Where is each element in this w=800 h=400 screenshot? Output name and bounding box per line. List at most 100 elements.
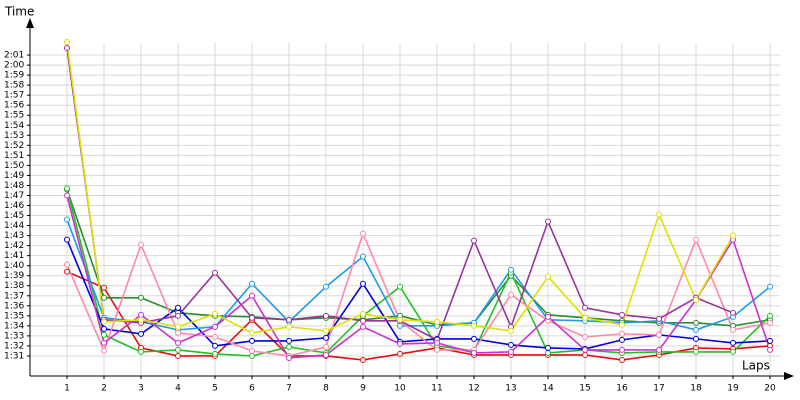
point	[286, 316, 292, 323]
x-tick-label: 8	[323, 384, 329, 394]
point	[545, 344, 551, 351]
y-tick-label: 1:58	[4, 81, 24, 91]
series-line	[66, 219, 771, 331]
point	[286, 337, 292, 344]
point	[212, 350, 218, 357]
x-tick-label: 5	[212, 384, 218, 394]
point	[101, 331, 107, 338]
point	[508, 341, 514, 348]
point	[693, 319, 699, 326]
point	[545, 313, 551, 320]
x-tick-label: 9	[360, 384, 366, 394]
y-tick-label: 1:42	[4, 241, 24, 251]
y-tick-label: 1:34	[4, 321, 24, 331]
y-tick-label: 1:51	[4, 151, 24, 161]
y-tick-label: 1:53	[4, 131, 24, 141]
point	[175, 346, 181, 353]
y-tick-label: 1:46	[4, 201, 24, 211]
point	[138, 316, 144, 323]
point	[212, 310, 218, 317]
point	[286, 354, 292, 361]
point	[730, 348, 736, 355]
point	[730, 326, 736, 333]
point	[323, 312, 329, 319]
x-tick-label: 13	[505, 384, 516, 394]
point	[360, 310, 366, 317]
point	[656, 211, 662, 218]
point	[175, 312, 181, 319]
point	[397, 322, 403, 329]
point	[582, 351, 588, 358]
point	[693, 348, 699, 355]
y-tick-label: 1:36	[4, 301, 24, 311]
point	[175, 304, 181, 311]
y-tick-label: 1:45	[4, 211, 24, 221]
point	[175, 339, 181, 346]
point	[360, 356, 366, 363]
point	[175, 352, 181, 359]
point	[619, 346, 625, 353]
point	[767, 346, 773, 353]
x-tick-label: 1	[64, 384, 70, 394]
x-tick-label: 12	[468, 384, 479, 394]
point	[64, 216, 70, 223]
y-tick-label: 1:57	[4, 91, 24, 101]
point	[323, 334, 329, 341]
point	[471, 335, 477, 342]
point	[619, 311, 625, 318]
y-tick-label: 1:33	[4, 331, 24, 341]
point	[323, 327, 329, 334]
x-tick-label: 11	[431, 384, 442, 394]
point	[175, 329, 181, 336]
point	[582, 304, 588, 311]
point	[249, 314, 255, 321]
y-tick-label: 1:44	[4, 221, 24, 231]
point	[693, 326, 699, 333]
x-tick-label: 15	[579, 384, 590, 394]
point	[693, 296, 699, 303]
point	[323, 351, 329, 358]
point	[249, 337, 255, 344]
point	[582, 314, 588, 321]
point	[360, 317, 366, 324]
y-tick-label: 1:38	[4, 281, 24, 291]
point	[212, 342, 218, 349]
point	[656, 346, 662, 353]
point	[730, 339, 736, 346]
point	[101, 294, 107, 301]
point	[397, 316, 403, 323]
series-line	[66, 195, 771, 359]
point	[286, 323, 292, 330]
x-tick-label: 3	[138, 384, 144, 394]
point	[249, 352, 255, 359]
y-tick-label: 1:39	[4, 271, 24, 281]
x-tick-label: 14	[542, 384, 554, 394]
x-tick-label: 2	[101, 384, 107, 394]
point	[693, 236, 699, 243]
point	[175, 323, 181, 330]
point	[360, 253, 366, 260]
point	[249, 292, 255, 299]
y-tick-label: 1:50	[4, 161, 24, 171]
point	[212, 333, 218, 340]
point	[730, 309, 736, 316]
y-tick-label: 1:52	[4, 141, 24, 151]
y-tick-label: 2:01	[4, 51, 24, 61]
x-tick-label: 19	[727, 384, 739, 394]
point	[138, 330, 144, 337]
point	[471, 322, 477, 329]
point	[101, 339, 107, 346]
point	[619, 321, 625, 328]
y-tick-label: 1:31	[4, 351, 24, 361]
series-line	[66, 231, 771, 357]
y-tick-label: 1:48	[4, 181, 24, 191]
point	[323, 283, 329, 290]
y-tick-label: 1:49	[4, 171, 24, 181]
point	[508, 327, 514, 334]
point	[64, 39, 70, 46]
x-tick-label: 10	[394, 384, 406, 394]
point	[397, 340, 403, 347]
point	[138, 241, 144, 248]
series-line	[66, 239, 771, 350]
